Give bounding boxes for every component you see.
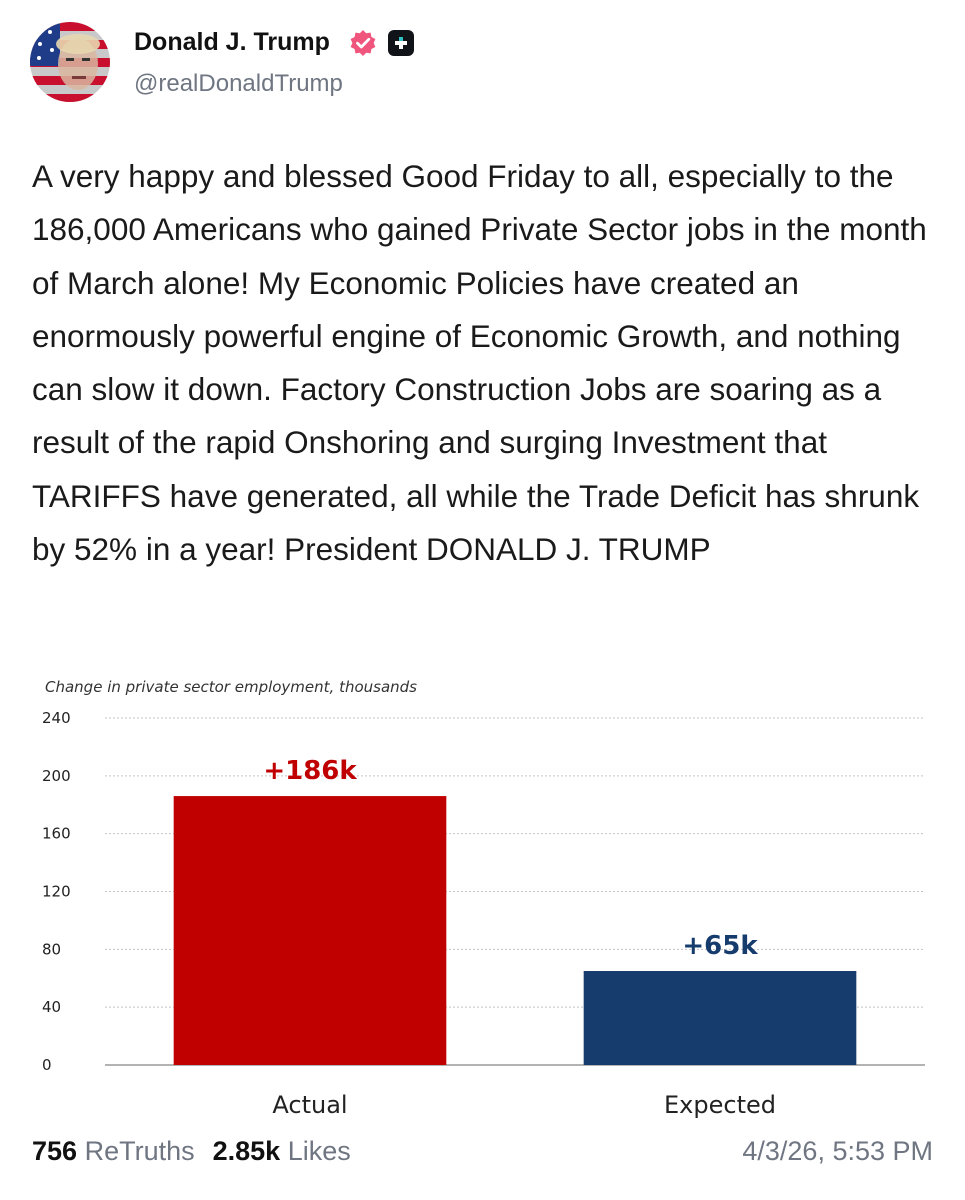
- x-category-label: Actual: [272, 1091, 347, 1119]
- plus-badge-icon: [388, 30, 414, 56]
- verified-badge-icon: [349, 29, 377, 57]
- author-name[interactable]: Donald J. Trump: [134, 28, 330, 56]
- avatar[interactable]: [30, 22, 110, 102]
- bar-expected: [583, 971, 857, 1065]
- y-tick-label: 200: [42, 767, 71, 785]
- likes-label[interactable]: Likes: [287, 1136, 351, 1166]
- likes-count[interactable]: 2.85k: [212, 1136, 281, 1166]
- post-timestamp[interactable]: 4/3/26, 5:53 PM: [742, 1136, 933, 1166]
- y-axis-ticks: 0 40 80 120 160 200 240: [42, 709, 71, 1074]
- x-axis-labels: Actual Expected: [272, 1091, 776, 1119]
- data-label-actual: +186k: [263, 756, 357, 786]
- engagement-stats: 756 ReTruths 2.85k Likes: [32, 1136, 351, 1167]
- chart-data-labels: +186k +65k: [263, 756, 758, 961]
- retruths-count[interactable]: 756: [32, 1136, 78, 1166]
- y-tick-label: 40: [42, 998, 61, 1016]
- bar-chart: Change in private sector employment, tho…: [42, 678, 925, 1119]
- y-tick-label: 0: [42, 1056, 52, 1074]
- data-label-expected: +65k: [682, 931, 758, 961]
- x-category-label: Expected: [664, 1091, 776, 1119]
- y-tick-label: 160: [42, 825, 71, 843]
- post-image-chart[interactable]: Change in private sector employment, tho…: [0, 660, 965, 1130]
- retruths-label[interactable]: ReTruths: [84, 1136, 195, 1166]
- author-handle[interactable]: @realDonaldTrump: [134, 70, 343, 97]
- post-text: A very happy and blessed Good Friday to …: [32, 158, 927, 568]
- chart-bars: [173, 796, 857, 1065]
- avatar-image: [30, 22, 110, 102]
- y-tick-label: 240: [42, 709, 71, 727]
- bar-actual: [173, 796, 447, 1065]
- y-tick-label: 80: [42, 940, 61, 958]
- chart-title: Change in private sector employment, tho…: [45, 678, 417, 696]
- y-tick-label: 120: [42, 883, 71, 901]
